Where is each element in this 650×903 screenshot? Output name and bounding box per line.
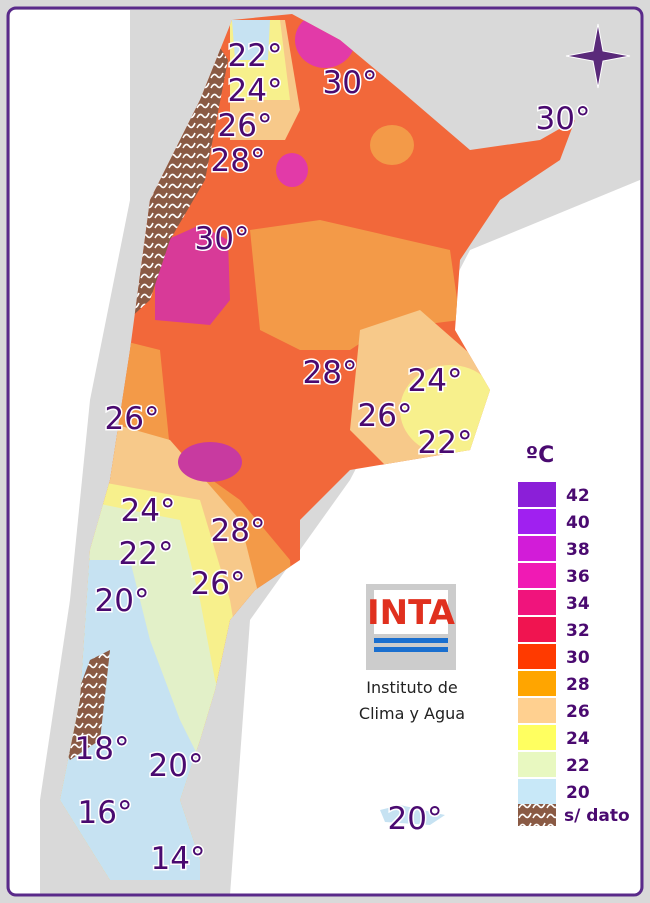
isotherm-label: 26° <box>358 398 413 434</box>
legend-no-data: s/ dato <box>564 806 630 826</box>
isotherm-label: 30° <box>323 65 378 101</box>
legend-label: 40 <box>566 513 590 533</box>
isotherm-label: 18° <box>75 731 130 767</box>
legend-swatch <box>518 804 556 826</box>
legend-swatch <box>518 617 556 642</box>
legend-label: 26 <box>566 702 590 722</box>
logo-caption: Clima y Agua <box>359 704 465 723</box>
zone-20 <box>232 20 270 60</box>
isotherm-label: 22° <box>119 536 174 572</box>
isotherm-label: 24° <box>121 493 176 529</box>
legend-label: 20 <box>566 783 590 803</box>
legend-swatch <box>518 752 556 777</box>
legend-label: 34 <box>566 594 590 614</box>
legend-swatch <box>518 509 556 534</box>
isotherm-label: 22° <box>418 425 473 461</box>
legend-swatch <box>518 725 556 750</box>
isotherm-label: 28° <box>211 143 266 179</box>
isotherm-label: 24° <box>408 363 463 399</box>
logo-text: INTA <box>367 593 456 633</box>
zone-34 <box>155 225 230 325</box>
logo-stripe <box>374 638 448 643</box>
legend-swatch <box>518 698 556 723</box>
pacific-ocean <box>10 10 130 895</box>
isotherm-label: 26° <box>218 108 273 144</box>
legend-swatch <box>518 536 556 561</box>
legend-swatch <box>518 671 556 696</box>
compass-rose <box>565 23 631 89</box>
logo: INTA Instituto de Clima y Agua <box>359 584 465 723</box>
legend-label: 32 <box>566 621 590 641</box>
legend-swatch <box>518 779 556 804</box>
legend-label: 42 <box>566 486 590 506</box>
legend-swatch <box>518 563 556 588</box>
legend-label: 28 <box>566 675 590 695</box>
legend-label: 24 <box>566 729 590 749</box>
isotherm-label: 20° <box>388 801 443 837</box>
isotherm-label: 30° <box>195 221 250 257</box>
legend-swatch <box>518 590 556 615</box>
legend-label: 30 <box>566 648 590 668</box>
zone-24 <box>400 365 500 455</box>
logo-stripe <box>374 647 448 652</box>
isotherm-label: 20° <box>95 583 150 619</box>
isotherm-label: 26° <box>105 401 160 437</box>
isotherm-label: 28° <box>211 513 266 549</box>
frame <box>6 6 644 897</box>
zone-34 <box>178 442 242 482</box>
isotherm-label: 16° <box>78 795 133 831</box>
no-data-area <box>128 40 228 320</box>
legend-swatch <box>518 482 556 507</box>
zone-34 <box>276 153 308 187</box>
isotherm-label: 24° <box>228 73 283 109</box>
logo-caption: Instituto de <box>366 678 457 697</box>
legend-label: 38 <box>566 540 590 560</box>
isotherm-label: 20° <box>149 748 204 784</box>
isotherm-label: 26° <box>191 566 246 602</box>
legend-title: ºC <box>526 443 555 468</box>
zone-28 <box>370 125 414 165</box>
isotherm-label: 22° <box>228 38 283 74</box>
malvinas <box>380 805 445 825</box>
legend-label: 22 <box>566 756 590 776</box>
legend-label: 36 <box>566 567 590 587</box>
isotherm-label: 14° <box>151 841 206 877</box>
logo-box <box>374 590 448 634</box>
isotherm-label: 30° <box>536 101 591 137</box>
isotherm-label: 28° <box>303 355 358 391</box>
legend-swatch <box>518 644 556 669</box>
